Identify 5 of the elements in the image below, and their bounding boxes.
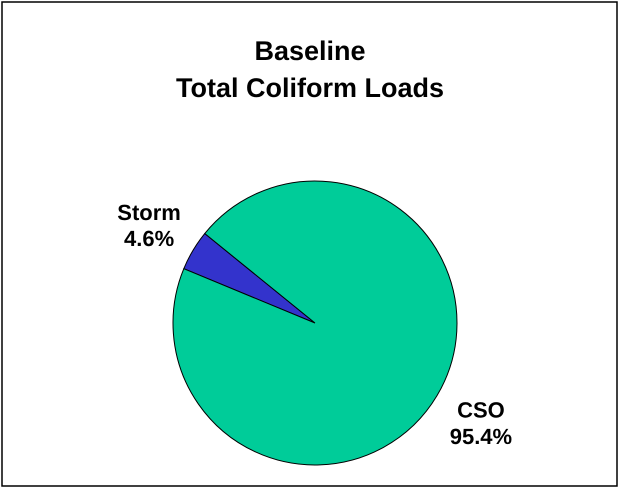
data-label: 4.6% xyxy=(124,226,174,252)
slice-label: CSO xyxy=(457,397,505,422)
data-label: 95.4% xyxy=(450,424,512,449)
chart-title: Baseline Total Coliform Loads xyxy=(176,36,444,103)
slice-label: Storm xyxy=(117,200,181,225)
